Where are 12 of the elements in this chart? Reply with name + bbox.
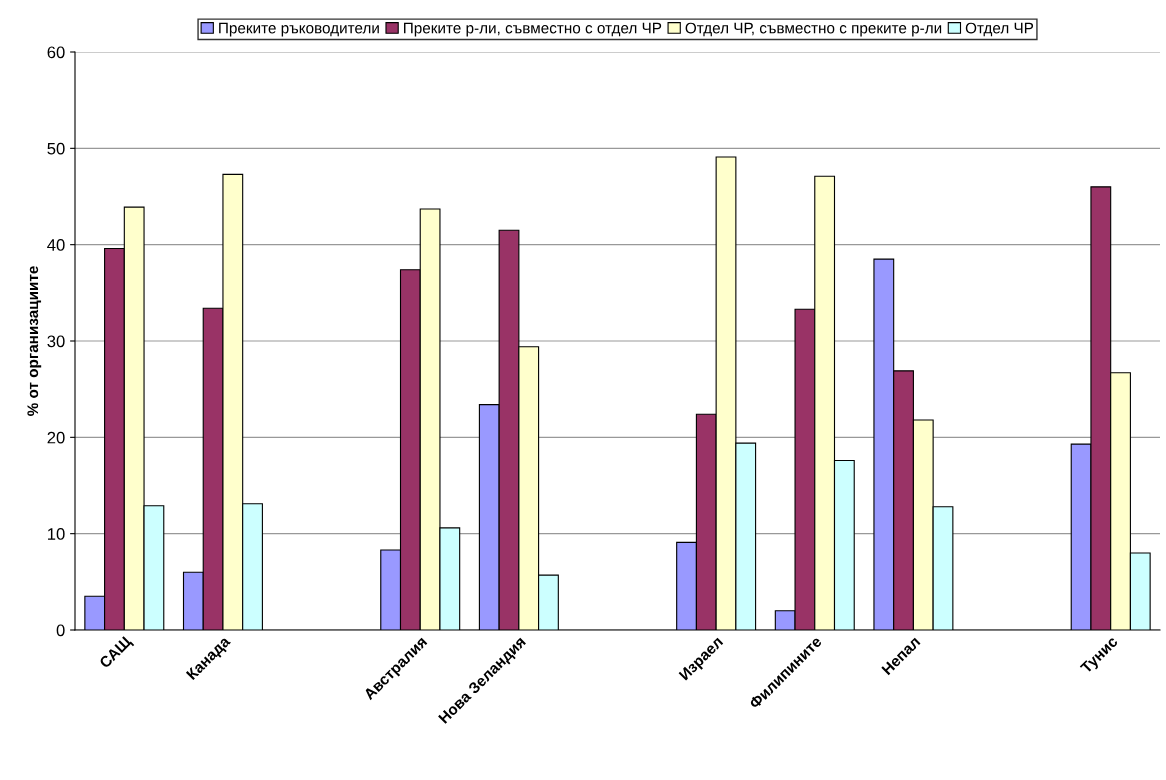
y-tick-label: 30 xyxy=(47,335,65,348)
y-axis-title: % от организациите xyxy=(27,266,42,416)
legend-label: Преките р-ли, съвместно с отдел ЧР xyxy=(404,22,662,37)
legend-label: Отдел ЧР, съвместно с преките р-ли xyxy=(685,22,942,37)
legend-label: Отдел ЧР xyxy=(965,22,1034,37)
y-tick-label: 50 xyxy=(47,142,65,155)
y-tick-label: 40 xyxy=(47,239,65,251)
y-tick-label: 20 xyxy=(47,431,65,444)
y-tick-label: 0 xyxy=(56,624,65,637)
y-tick-label: 10 xyxy=(48,528,65,540)
legend-label: Преките ръководители xyxy=(219,22,379,37)
y-tick-label: 60 xyxy=(47,46,65,59)
